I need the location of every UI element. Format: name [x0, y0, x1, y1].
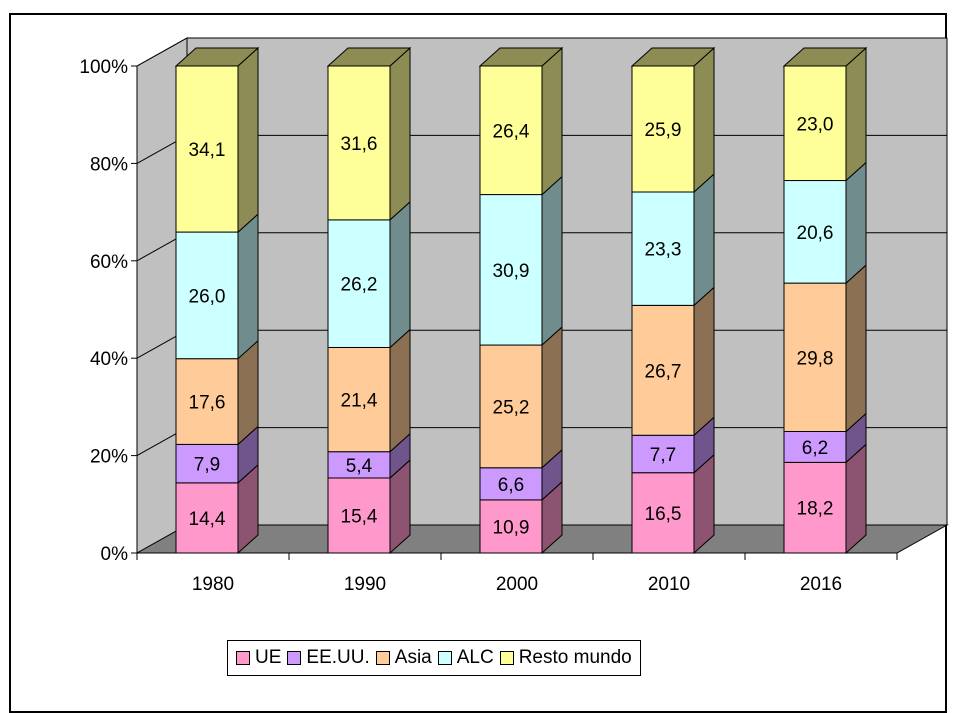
- data-label: 7,9: [194, 455, 220, 476]
- legend-swatch: [437, 651, 452, 665]
- bar-segment: [631, 304, 695, 436]
- data-label: 26,0: [189, 286, 226, 307]
- bar-segment: [175, 443, 239, 484]
- y-tick-label: 0%: [101, 544, 129, 565]
- data-label: 16,5: [645, 504, 682, 525]
- data-label: 23,0: [797, 114, 834, 135]
- data-label: 25,2: [493, 397, 530, 418]
- data-label: 26,2: [341, 275, 378, 296]
- bar-side: [693, 172, 715, 307]
- legend-swatch: [375, 651, 390, 665]
- bar-side: [541, 46, 563, 196]
- x-tick-label: 1980: [192, 574, 234, 595]
- legend-swatch: [287, 651, 302, 665]
- bar-side: [389, 328, 411, 453]
- bar-top: [326, 47, 412, 67]
- bar-segment: [327, 219, 391, 348]
- bar-segment: [631, 434, 695, 474]
- y-tick-label: 100%: [79, 57, 128, 78]
- data-label: 14,4: [189, 509, 226, 530]
- bar-segment: [479, 344, 543, 469]
- bar-side: [237, 212, 259, 360]
- y-tick-label: 80%: [90, 154, 128, 175]
- y-tick-label: 60%: [90, 252, 128, 273]
- data-label: 20,6: [797, 223, 834, 244]
- bar-segment: [175, 231, 239, 360]
- legend-item: EE.UU.: [287, 647, 370, 669]
- bar-side: [237, 46, 259, 234]
- x-tick-label: 1990: [344, 574, 386, 595]
- x-tick-label: 2000: [496, 574, 538, 595]
- stacked-bar-chart: 0% 20% 40% 60% 80% 100% 14,4 7,9 17,6 26,0 34,1 198…: [79, 37, 949, 595]
- legend-item: UE: [236, 647, 281, 669]
- bar-segment: [783, 180, 847, 284]
- bar-segment: [783, 65, 847, 182]
- legend: UE EE.UU. Asia ALC Resto mundo: [227, 640, 641, 676]
- legend-item: Asia: [375, 647, 432, 669]
- x-tick-label: 2016: [800, 574, 842, 595]
- bar-side: [693, 286, 715, 437]
- bar-segment: [479, 467, 543, 501]
- legend-swatch: [499, 651, 514, 665]
- data-label: 5,4: [346, 456, 373, 477]
- data-label: 17,6: [189, 393, 226, 414]
- bar-segment: [327, 346, 391, 453]
- data-label: 25,9: [645, 120, 682, 141]
- legend-item: ALC: [437, 647, 494, 669]
- bar-segment: [631, 65, 695, 193]
- bar-side: [541, 175, 563, 347]
- y-tick-label: 20%: [90, 447, 128, 468]
- legend-label: UE: [255, 647, 282, 668]
- legend-item: Resto mundo: [499, 647, 632, 669]
- bar-top: [630, 47, 716, 67]
- data-label: 10,9: [493, 517, 530, 538]
- bar-side: [845, 46, 867, 182]
- bar-segment: [783, 430, 847, 463]
- data-label: 29,8: [797, 348, 834, 369]
- bar-segment: [327, 65, 391, 221]
- bar-segment: [783, 461, 847, 554]
- x-tick-label: 2010: [648, 574, 690, 595]
- legend-label: Asia: [394, 647, 432, 668]
- bar-segment: [327, 451, 391, 479]
- bar-top: [478, 47, 564, 67]
- legend-label: Resto mundo: [518, 647, 632, 668]
- data-label: 23,3: [645, 240, 682, 261]
- data-label: 6,2: [802, 438, 828, 459]
- data-label: 7,7: [650, 445, 676, 466]
- bar-side: [541, 325, 563, 469]
- legend-label: ALC: [456, 647, 494, 668]
- data-label: 6,6: [498, 475, 524, 496]
- bar-side: [693, 46, 715, 194]
- data-label: 15,4: [341, 507, 378, 528]
- bar-side: [845, 161, 867, 285]
- bar-segment: [175, 358, 239, 445]
- legend-swatch: [236, 651, 250, 665]
- bar-side: [845, 443, 867, 555]
- bar-top: [782, 47, 868, 67]
- data-label: 26,4: [493, 121, 530, 142]
- bar-side: [389, 200, 411, 349]
- bar-segment: [631, 472, 695, 554]
- data-label: 31,6: [341, 134, 378, 155]
- bar-segment: [479, 499, 543, 554]
- legend-label: EE.UU.: [306, 647, 370, 668]
- bar-segment: [175, 65, 239, 233]
- data-label: 26,7: [645, 361, 682, 382]
- bar-segment: [327, 477, 391, 554]
- data-label: 18,2: [797, 499, 834, 520]
- gridline-side: [136, 37, 188, 67]
- bar-top: [174, 47, 260, 67]
- bar-segment: [631, 191, 695, 306]
- data-label: 34,1: [189, 140, 226, 161]
- y-tick-label: 40%: [90, 349, 128, 370]
- data-label: 21,4: [341, 391, 378, 412]
- bar-segment: [175, 482, 239, 554]
- data-label: 30,9: [493, 261, 530, 282]
- bar-side: [389, 46, 411, 222]
- bar-side: [845, 263, 867, 433]
